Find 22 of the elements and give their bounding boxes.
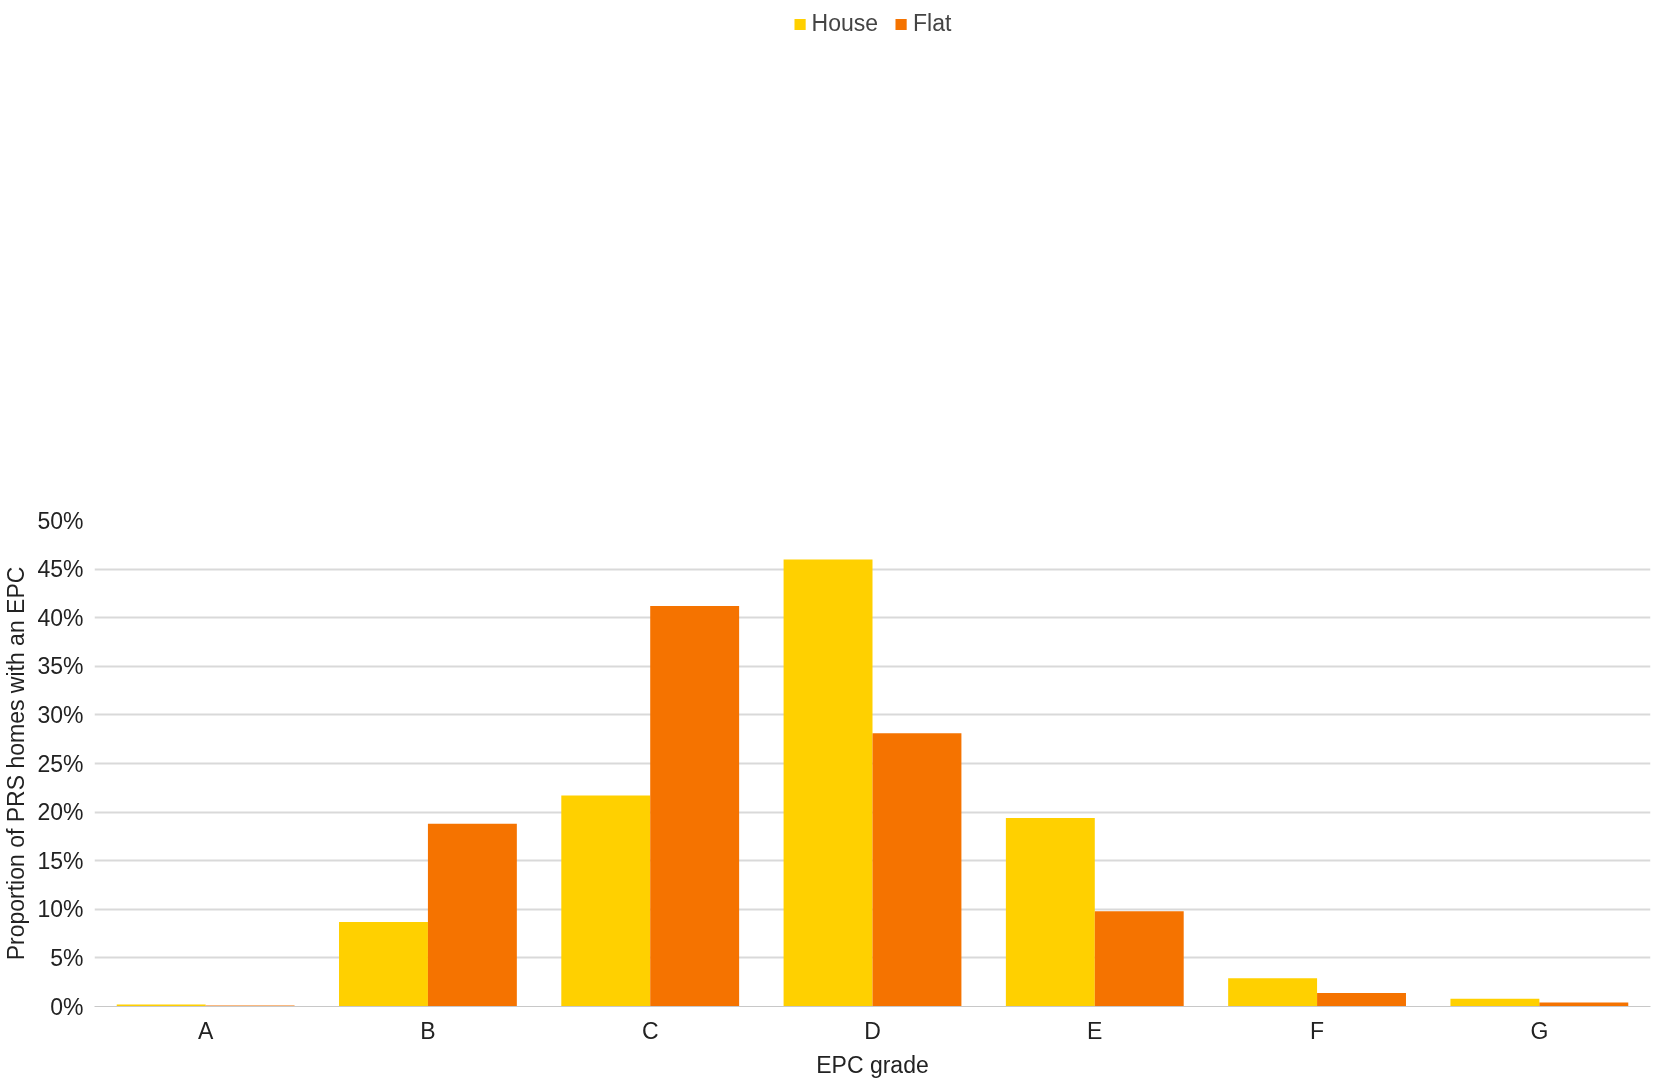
legend-label: House [811,10,879,37]
y-tick-label: 20% [37,799,84,826]
y-tick-label: 35% [37,653,84,680]
y-tick-label: 10% [37,896,84,923]
y-tick-label: 45% [37,556,84,583]
y-tick-label: 25% [37,750,84,777]
x-tick-label: E [1087,1017,1103,1044]
y-tick-label: 40% [37,604,84,631]
y-axis-title: Proportion of PRS homes with an EPC [3,566,30,961]
y-tick-label: 15% [37,847,84,874]
legend-label: Flat [913,10,952,37]
x-tick-label: C [641,1017,659,1044]
x-tick-label: D [864,1017,881,1044]
y-tick-label: 0% [50,993,84,1020]
y-tick-label: 30% [37,701,84,728]
y-tick-label: 50% [37,507,84,534]
x-axis-title: EPC grade [816,1051,929,1078]
x-tick-label: F [1310,1017,1325,1044]
x-tick-label: B [420,1017,436,1044]
x-tick-label: A [197,1017,214,1044]
x-tick-label: G [1530,1017,1549,1044]
y-tick-label: 5% [50,944,84,971]
